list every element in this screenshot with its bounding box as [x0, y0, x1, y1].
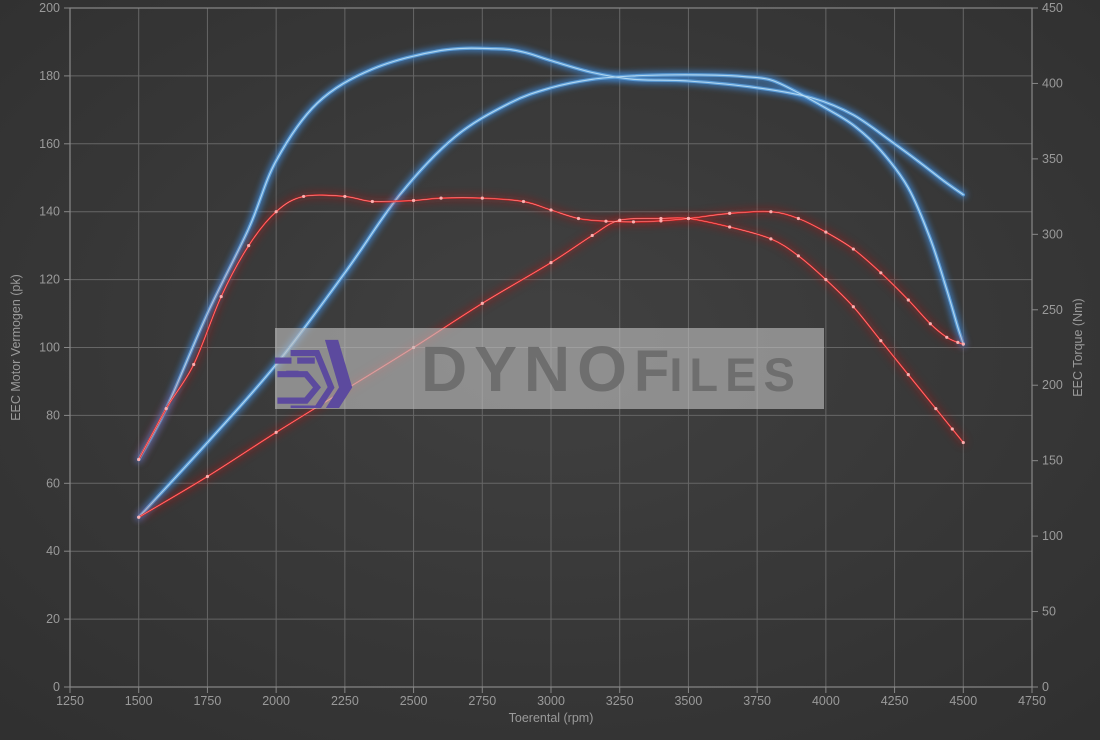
svg-text:3500: 3500: [674, 694, 702, 708]
svg-text:4250: 4250: [881, 694, 909, 708]
svg-text:1250: 1250: [56, 694, 84, 708]
svg-text:300: 300: [1042, 227, 1063, 241]
svg-text:20: 20: [46, 612, 60, 626]
svg-text:1750: 1750: [193, 694, 221, 708]
svg-text:180: 180: [39, 69, 60, 83]
svg-text:150: 150: [1042, 454, 1063, 468]
svg-text:100: 100: [1042, 529, 1063, 543]
svg-text:160: 160: [39, 137, 60, 151]
svg-text:60: 60: [46, 476, 60, 490]
svg-text:2750: 2750: [468, 694, 496, 708]
svg-text:EEC Torque (Nm): EEC Torque (Nm): [1071, 298, 1085, 396]
svg-text:400: 400: [1042, 76, 1063, 90]
svg-text:3250: 3250: [606, 694, 634, 708]
svg-text:0: 0: [1042, 680, 1049, 694]
svg-text:140: 140: [39, 205, 60, 219]
svg-text:2500: 2500: [400, 694, 428, 708]
svg-text:120: 120: [39, 273, 60, 287]
svg-text:4500: 4500: [949, 694, 977, 708]
svg-text:Toerental (rpm): Toerental (rpm): [509, 711, 594, 725]
svg-text:2000: 2000: [262, 694, 290, 708]
svg-text:40: 40: [46, 544, 60, 558]
svg-text:3000: 3000: [537, 694, 565, 708]
svg-text:450: 450: [1042, 1, 1063, 15]
svg-text:200: 200: [39, 1, 60, 15]
svg-text:100: 100: [39, 341, 60, 355]
svg-text:EEC Motor Vermogen (pk): EEC Motor Vermogen (pk): [9, 274, 23, 421]
svg-text:3750: 3750: [743, 694, 771, 708]
svg-text:2250: 2250: [331, 694, 359, 708]
svg-text:4000: 4000: [812, 694, 840, 708]
svg-text:4750: 4750: [1018, 694, 1046, 708]
svg-text:1500: 1500: [125, 694, 153, 708]
svg-text:200: 200: [1042, 378, 1063, 392]
svg-text:250: 250: [1042, 303, 1063, 317]
svg-text:350: 350: [1042, 152, 1063, 166]
svg-text:0: 0: [53, 680, 60, 694]
svg-text:80: 80: [46, 408, 60, 422]
svg-text:50: 50: [1042, 605, 1056, 619]
